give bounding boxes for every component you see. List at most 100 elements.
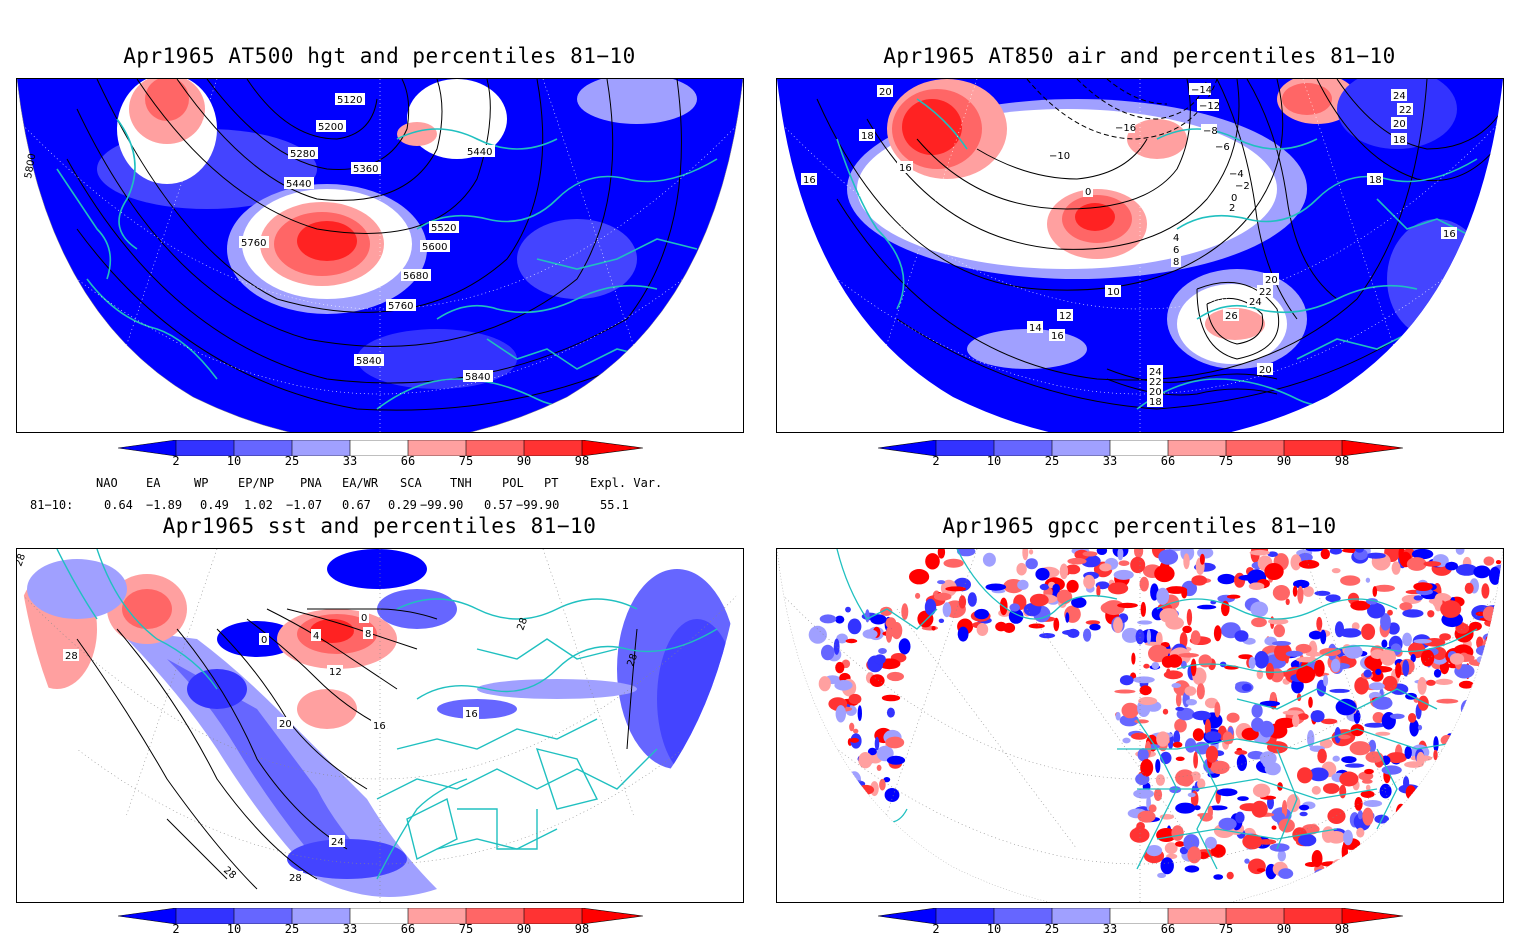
precip-anomaly-patch <box>1403 824 1421 839</box>
precip-anomaly-patch <box>1493 609 1503 625</box>
precip-anomaly-patch <box>1443 746 1457 754</box>
contour-label: 4 <box>1173 233 1179 244</box>
precip-anomaly-patch <box>1234 750 1248 756</box>
colorbar-label: 10 <box>986 922 1002 936</box>
precip-anomaly-patch <box>1483 556 1495 566</box>
precip-anomaly-patch <box>1362 842 1375 860</box>
colorbar-label: 90 <box>516 454 532 468</box>
precip-anomaly-patch <box>1411 842 1430 857</box>
panel-1-map[interactable]: 5120 5200 5280 5360 5440 5440 5520 5600 … <box>16 78 744 433</box>
precip-anomaly-patch <box>1453 815 1459 829</box>
colorbar-label: 33 <box>1102 454 1118 468</box>
colorbar-label: 2 <box>932 922 940 936</box>
contour-label: 24 <box>1149 367 1162 378</box>
precip-anomaly-patch <box>1089 623 1101 631</box>
precip-anomaly-patch <box>1359 849 1375 855</box>
precip-anomaly-patch <box>1162 708 1169 715</box>
precip-anomaly-patch <box>1169 786 1182 794</box>
precip-anomaly-patch <box>1455 549 1465 555</box>
precip-anomaly-patch <box>1096 585 1101 597</box>
precip-anomaly-patch <box>1114 689 1136 694</box>
precip-anomaly-patch <box>886 707 895 718</box>
precip-anomaly-patch <box>1242 833 1263 850</box>
precip-anomaly-patch <box>1304 862 1319 867</box>
precip-anomaly-patch <box>1113 617 1123 634</box>
precip-anomaly-patch <box>1134 549 1144 558</box>
precip-anomaly-patch <box>1405 785 1416 800</box>
precip-anomaly-patch <box>1470 737 1491 749</box>
precip-anomaly-patch <box>857 784 875 795</box>
precip-anomaly-patch <box>845 638 858 644</box>
precip-anomaly-patch <box>1476 636 1484 649</box>
contour-label: 22 <box>1149 377 1162 388</box>
precip-anomaly-patch <box>1482 700 1502 714</box>
contour-label: 16 <box>1051 331 1064 342</box>
contour-label: 0 <box>261 635 267 646</box>
precip-anomaly-patch <box>1029 593 1049 607</box>
precip-anomaly-patch <box>1251 617 1267 628</box>
colorbar-label: 10 <box>226 922 242 936</box>
panel-2-title: Apr1965 AT850 air and percentiles 81−10 <box>883 44 1396 68</box>
index-value: −99.90 <box>516 498 560 512</box>
precip-anomaly-patch <box>1039 583 1050 591</box>
precip-anomaly-patch <box>1445 805 1460 818</box>
colorbar-label: 98 <box>574 454 590 468</box>
precip-anomaly-patch <box>1402 609 1424 618</box>
index-value: 0.67 <box>342 498 371 512</box>
precip-anomaly-patch <box>1117 602 1138 609</box>
contour-label: 5280 <box>290 149 315 160</box>
precip-anomaly-patch <box>1439 633 1451 641</box>
precip-anomaly-patch <box>1252 783 1271 798</box>
colorbar-label: 66 <box>1160 922 1176 936</box>
precip-anomaly-patch <box>1420 649 1435 667</box>
precip-anomaly-patch <box>1023 603 1041 617</box>
precip-anomaly-patch <box>1357 810 1363 820</box>
precip-anomaly-patch <box>1137 748 1149 762</box>
precip-anomaly-patch <box>1325 594 1341 603</box>
precip-anomaly-patch <box>1222 731 1233 745</box>
precip-anomaly-patch <box>874 654 886 665</box>
precip-anomaly-patch <box>1417 836 1424 842</box>
precip-anomaly-patch <box>1191 575 1207 586</box>
precip-anomaly-patch <box>1171 825 1184 841</box>
precip-anomaly-patch <box>1473 565 1491 579</box>
precip-anomaly-patch <box>1436 822 1445 837</box>
precip-anomaly-patch <box>931 626 936 631</box>
precip-anomaly-patch <box>1308 696 1313 708</box>
precip-anomaly-patch <box>1482 606 1497 622</box>
index-value: 55.1 <box>600 498 629 512</box>
precip-anomaly-patch <box>1234 630 1249 642</box>
precip-anomaly-patch <box>1433 736 1439 753</box>
precip-anomaly-patch <box>1416 751 1425 767</box>
precip-anomaly-patch <box>1285 650 1303 657</box>
panel-3-map[interactable]: 28 28 0 4 8 0 12 16 20 24 28 28 16 28 28 <box>16 548 744 903</box>
precip-anomaly-patch <box>1271 641 1292 646</box>
panel-4-map[interactable] <box>776 548 1504 903</box>
contour-label: 28 <box>289 873 302 884</box>
precip-anomaly-patch <box>853 728 859 734</box>
precip-anomaly-patch <box>883 777 891 783</box>
precip-anomaly-patch <box>1226 712 1240 723</box>
precip-anomaly-patch <box>1379 837 1389 850</box>
precip-anomaly-patch <box>1340 575 1361 586</box>
precip-anomaly-patch <box>933 592 952 601</box>
precip-anomaly-patch <box>1136 822 1145 831</box>
precip-anomaly-patch <box>1409 719 1419 737</box>
contour-label: 22 <box>1399 105 1412 116</box>
precip-anomaly-patch <box>1363 669 1372 678</box>
precip-anomaly-patch <box>1254 651 1269 669</box>
precip-anomaly-patch <box>1460 699 1475 718</box>
precip-anomaly-patch <box>885 736 905 749</box>
precip-anomaly-patch <box>1179 846 1188 855</box>
contour-label: 10 <box>1107 287 1120 298</box>
precip-anomaly-patch <box>1192 710 1211 721</box>
precip-anomaly-patch <box>1194 805 1201 811</box>
precip-anomaly-patch <box>1182 625 1192 634</box>
panel-2-map[interactable]: 20 18 16 16 14 12 10 16 −10 0 −14 −12 −8… <box>776 78 1504 433</box>
precip-anomaly-patch <box>835 705 846 723</box>
precip-anomaly-patch <box>1117 549 1124 561</box>
contour-label: 0 <box>1085 187 1091 198</box>
colorbar-label: 66 <box>400 454 416 468</box>
precip-anomaly-patch <box>1140 759 1154 777</box>
precip-anomaly-patch <box>1171 683 1182 688</box>
